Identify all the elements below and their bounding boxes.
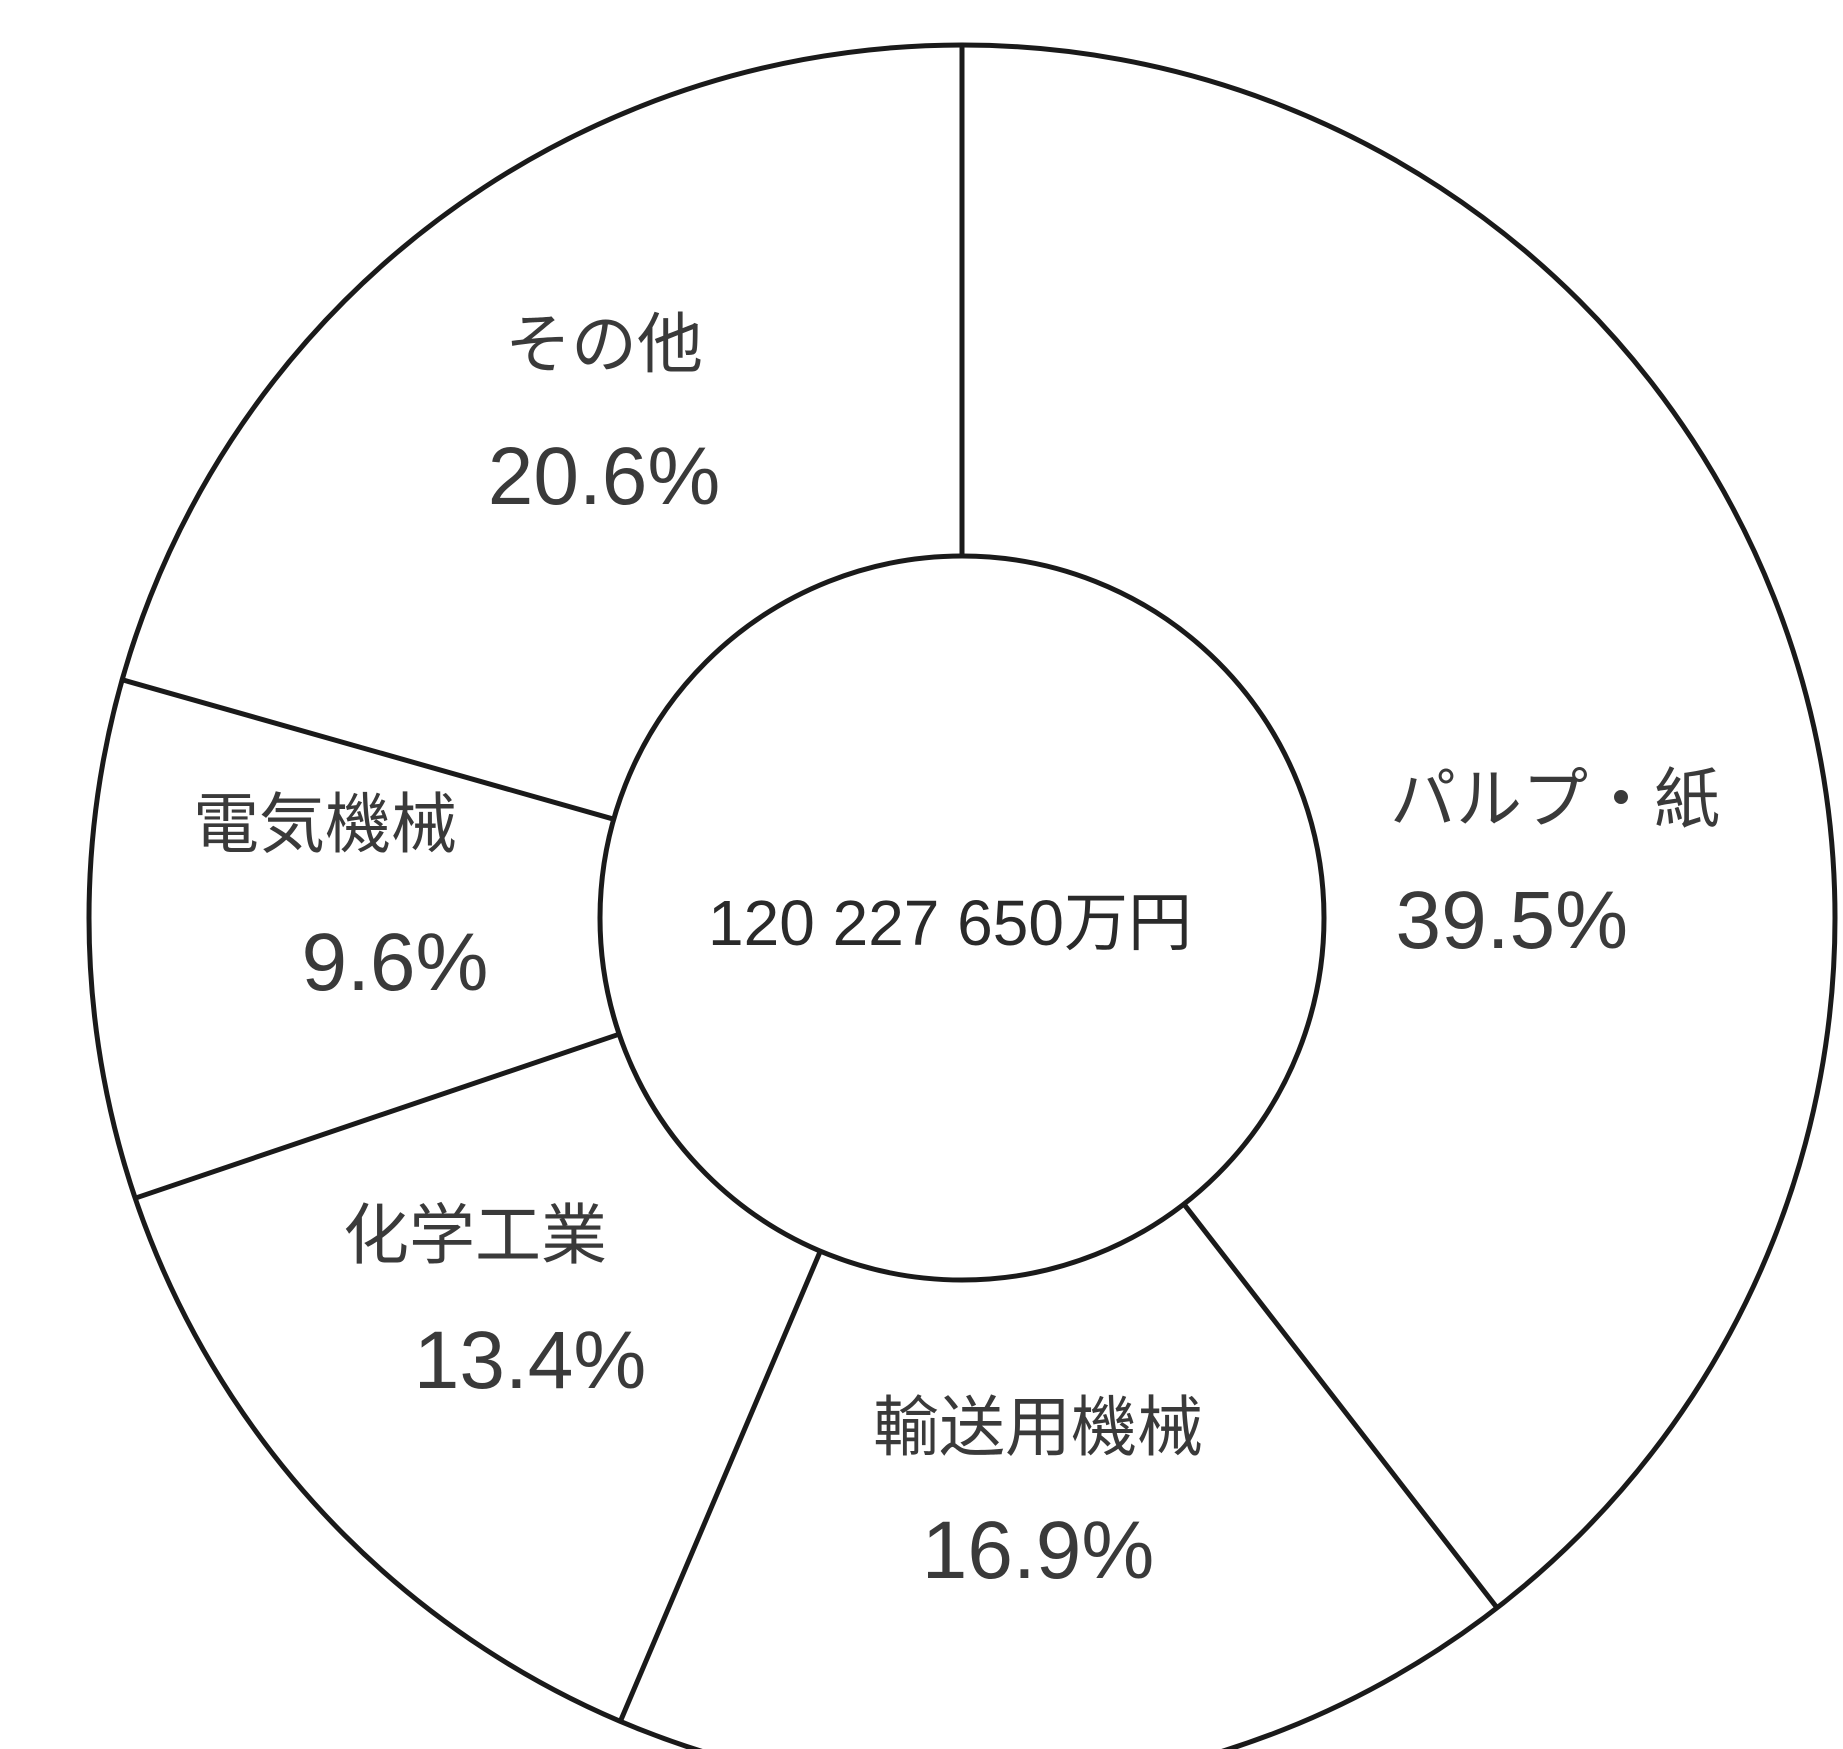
slice-value: 20.6% [488, 431, 721, 522]
divider-electric-other [121, 677, 615, 822]
slice-dividers [121, 45, 1500, 1723]
inner-circle [597, 553, 1327, 1283]
slice-label-other: その他 20.6% [488, 306, 721, 522]
divider-pulp-transport [1181, 1202, 1500, 1610]
slice-name: 輸送用機械 [873, 1389, 1203, 1466]
slice-name: 化学工業 [343, 1197, 607, 1274]
center-total-label: 120 227 650万円 [708, 887, 1192, 959]
slice-value: 39.5% [1395, 875, 1628, 966]
slice-label-electric-machinery: 電気機械 9.6% [193, 786, 488, 1008]
divider-chemical-electric [134, 1031, 620, 1201]
slice-value: 9.6% [302, 917, 489, 1008]
slice-name: パルプ・紙 [1390, 761, 1720, 838]
slice-name: 電気機械 [193, 786, 457, 863]
slice-value: 16.9% [922, 1505, 1155, 1596]
slice-label-chemical-industry: 化学工業 13.4% [343, 1197, 646, 1406]
divider-transport-chemical [618, 1250, 823, 1723]
slice-label-transport-machinery: 輸送用機械 16.9% [873, 1389, 1203, 1596]
slice-name: その他 [505, 306, 703, 383]
slice-value: 13.4% [414, 1315, 647, 1406]
slice-label-pulp-paper: パルプ・紙 39.5% [1390, 761, 1720, 966]
